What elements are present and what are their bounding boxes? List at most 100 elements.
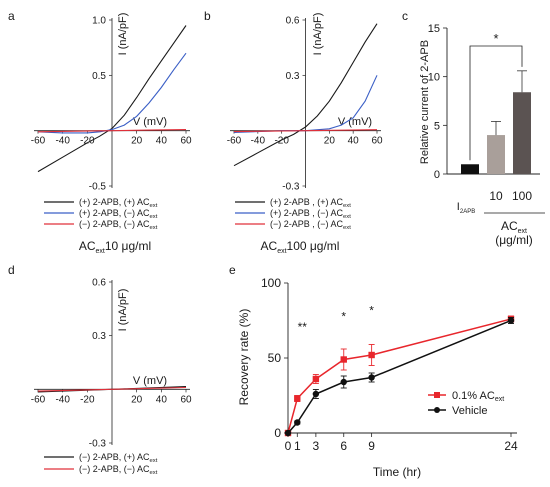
significance-bracket <box>469 45 523 161</box>
y-tick-label: 0.3 <box>286 71 300 82</box>
y-tick-label: 15 <box>428 23 440 35</box>
y-axis-label: Recovery rate (%) <box>237 309 251 406</box>
x-tick-label: 60 <box>180 394 192 405</box>
bar-chart-panel-c: Relative current of 2-APB I2APB ACext (μ… <box>419 23 545 247</box>
x-tick-label: 60 <box>180 136 192 147</box>
y-tick-label: -0.5 <box>89 182 107 193</box>
category-label-2: 100 <box>512 189 532 203</box>
condition-label-b: ACext100 μg/ml <box>261 239 340 255</box>
series-line-0 <box>37 25 187 173</box>
x-tick-label: -60 <box>31 136 46 147</box>
bar-2 <box>513 92 531 174</box>
significance-star: * <box>369 304 374 318</box>
significance-star: ** <box>298 320 308 334</box>
y-tick-label: 0.3 <box>92 331 106 342</box>
x-tick-label: -20 <box>274 136 289 147</box>
iv-chart-panel-a: I (nA/pF) V (mV) (+) 2-APB, (+) ACext(+)… <box>31 13 192 255</box>
panel-letter-d: d <box>8 263 15 277</box>
legend-label: (−) 2-APB, (−) ACext <box>79 219 158 231</box>
x-axis-label: V (mV) <box>338 116 372 128</box>
x-axis-label: Time (hr) <box>373 465 421 479</box>
x-axis-label: V (mV) <box>133 375 167 387</box>
y-axis-label: I (nA/pF) <box>117 13 129 56</box>
y-axis-label: I (nA/pF) <box>312 13 324 56</box>
y-tick-label: 1.0 <box>92 16 106 27</box>
y-axis-label: I (nA/pF) <box>117 289 129 332</box>
legend-a: (+) 2-APB, (+) ACext(+) 2-APB, (−) ACext… <box>44 197 158 231</box>
x-tick-label: -40 <box>55 394 70 405</box>
point-marker <box>294 395 301 402</box>
legend-label: (+) 2-APB, (−) ACext <box>79 208 158 220</box>
legend-d: (−) 2-APB, (+) ACext(−) 2-APB, (−) ACext <box>44 452 158 476</box>
y-tick-label: 5 <box>434 120 440 132</box>
x-tick-label: 40 <box>348 136 360 147</box>
panel-letter-c: c <box>402 9 408 23</box>
x-tick-label: 3 <box>313 439 320 453</box>
iv-chart-panel-d: I (nA/pF) V (mV) (−) 2-APB, (+) ACext(−)… <box>31 278 192 477</box>
x-axis-label: V (mV) <box>133 116 167 128</box>
legend-marker <box>434 407 440 413</box>
y-tick-label: 10 <box>428 72 440 84</box>
category-label-1: 10 <box>489 189 503 203</box>
x-tick-label: 20 <box>324 136 336 147</box>
x-tick-label: 20 <box>131 136 143 147</box>
series-line-2 <box>233 129 378 133</box>
x-tick-label: -20 <box>80 394 95 405</box>
y-tick-label: 0 <box>274 426 281 440</box>
x-tick-label: 6 <box>340 439 347 453</box>
significance-star: * <box>341 310 346 324</box>
y-tick-label: 50 <box>268 351 282 365</box>
condition-label-a: ACext10 μg/ml <box>79 239 151 255</box>
x-tick-label: -40 <box>55 136 70 147</box>
series-line-2 <box>37 129 187 133</box>
series-line-0 <box>233 23 378 167</box>
point-marker <box>368 351 375 359</box>
legend-label: (+) 2-APB , (+) ACext <box>270 197 351 209</box>
x-tick-label: 9 <box>368 439 375 453</box>
x-tick-label: -60 <box>227 136 242 147</box>
x-tick-label: 20 <box>131 394 143 405</box>
category-label-0: I2APB <box>457 201 475 215</box>
legend-label: (−) 2-APB , (−) ACext <box>270 219 351 231</box>
x-tick-label: 40 <box>156 394 168 405</box>
point-marker <box>312 390 320 398</box>
bar-1 <box>487 135 505 174</box>
x-tick-label: -60 <box>31 394 46 405</box>
iv-chart-panel-b: I (nA/pF) V (mV) (+) 2-APB , (+) ACext(+… <box>227 13 383 255</box>
x-tick-label: 24 <box>504 439 518 453</box>
bar-0 <box>461 164 479 174</box>
x-axis-label: ACext <box>501 219 527 235</box>
y-tick-label: 0.5 <box>92 71 106 82</box>
series-line-1 <box>37 52 187 134</box>
legend-label: 0.1% ACext <box>452 390 504 403</box>
x-tick-label: 40 <box>156 136 168 147</box>
point-marker <box>368 374 375 381</box>
series-line-0 <box>287 318 512 434</box>
x-tick-label: -40 <box>251 136 266 147</box>
x-tick-label: 0 <box>285 439 292 453</box>
legend-marker <box>434 392 440 398</box>
x-tick-label: 60 <box>371 136 383 147</box>
y-tick-label: 0.6 <box>286 16 300 27</box>
legend-label: (+) 2-APB, (+) ACext <box>79 197 158 209</box>
legend-e: 0.1% ACext Vehicle <box>428 390 504 417</box>
panel-letter-a: a <box>8 9 15 23</box>
point-marker <box>312 375 320 383</box>
point-marker <box>507 317 515 324</box>
series-line-1 <box>37 386 187 392</box>
legend-label: (−) 2-APB, (−) ACext <box>79 464 158 476</box>
point-marker <box>340 378 347 386</box>
significance-star: * <box>493 31 498 46</box>
point-marker <box>284 429 292 437</box>
panel-letter-b: b <box>204 9 211 23</box>
y-tick-label: -0.3 <box>282 182 300 193</box>
recovery-chart-panel-e: Recovery rate (%) Time (hr) 0.1% ACext Ve… <box>237 276 518 479</box>
x-tick-label: 1 <box>294 439 301 453</box>
legend-b: (+) 2-APB , (+) ACext(+) 2-APB , (−) ACe… <box>235 197 351 231</box>
point-marker <box>340 356 347 363</box>
y-axis-label: Relative current of 2-APB <box>419 40 431 164</box>
y-tick-label: 0.6 <box>92 278 106 289</box>
panel-letter-e: e <box>229 263 236 277</box>
y-tick-label: 100 <box>261 276 281 290</box>
